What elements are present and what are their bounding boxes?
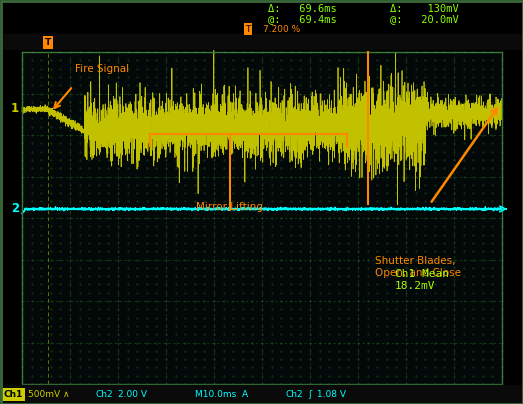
Text: Shutter Blades,
Open, and Close: Shutter Blades, Open, and Close xyxy=(375,256,461,278)
Text: Ch2: Ch2 xyxy=(95,390,112,399)
Text: 1: 1 xyxy=(11,103,19,116)
Text: T: T xyxy=(45,38,51,47)
Text: 2: 2 xyxy=(11,202,19,215)
Text: Δ:    130mV: Δ: 130mV xyxy=(390,4,459,14)
Text: Ch1 Mean
18.2mV: Ch1 Mean 18.2mV xyxy=(395,269,449,290)
Text: M10.0ms  A: M10.0ms A xyxy=(195,390,248,399)
Text: Ch2: Ch2 xyxy=(285,390,303,399)
Text: @:   69.4ms: @: 69.4ms xyxy=(268,14,337,24)
Text: T: T xyxy=(245,25,251,34)
Text: Mirror Lifting: Mirror Lifting xyxy=(197,202,264,212)
Text: Δ:   69.6ms: Δ: 69.6ms xyxy=(268,4,337,14)
Bar xyxy=(22,52,502,384)
Text: 2.00 V: 2.00 V xyxy=(118,390,147,399)
Text: ʃ  1.08 V: ʃ 1.08 V xyxy=(308,390,346,399)
Bar xyxy=(22,52,502,384)
Text: @:   20.0mV: @: 20.0mV xyxy=(390,14,459,24)
Text: 7.200 %: 7.200 % xyxy=(263,25,300,34)
Text: Ch1: Ch1 xyxy=(4,390,24,399)
Text: Fire Signal: Fire Signal xyxy=(75,64,129,74)
Text: 500mV ∧: 500mV ∧ xyxy=(28,390,70,399)
